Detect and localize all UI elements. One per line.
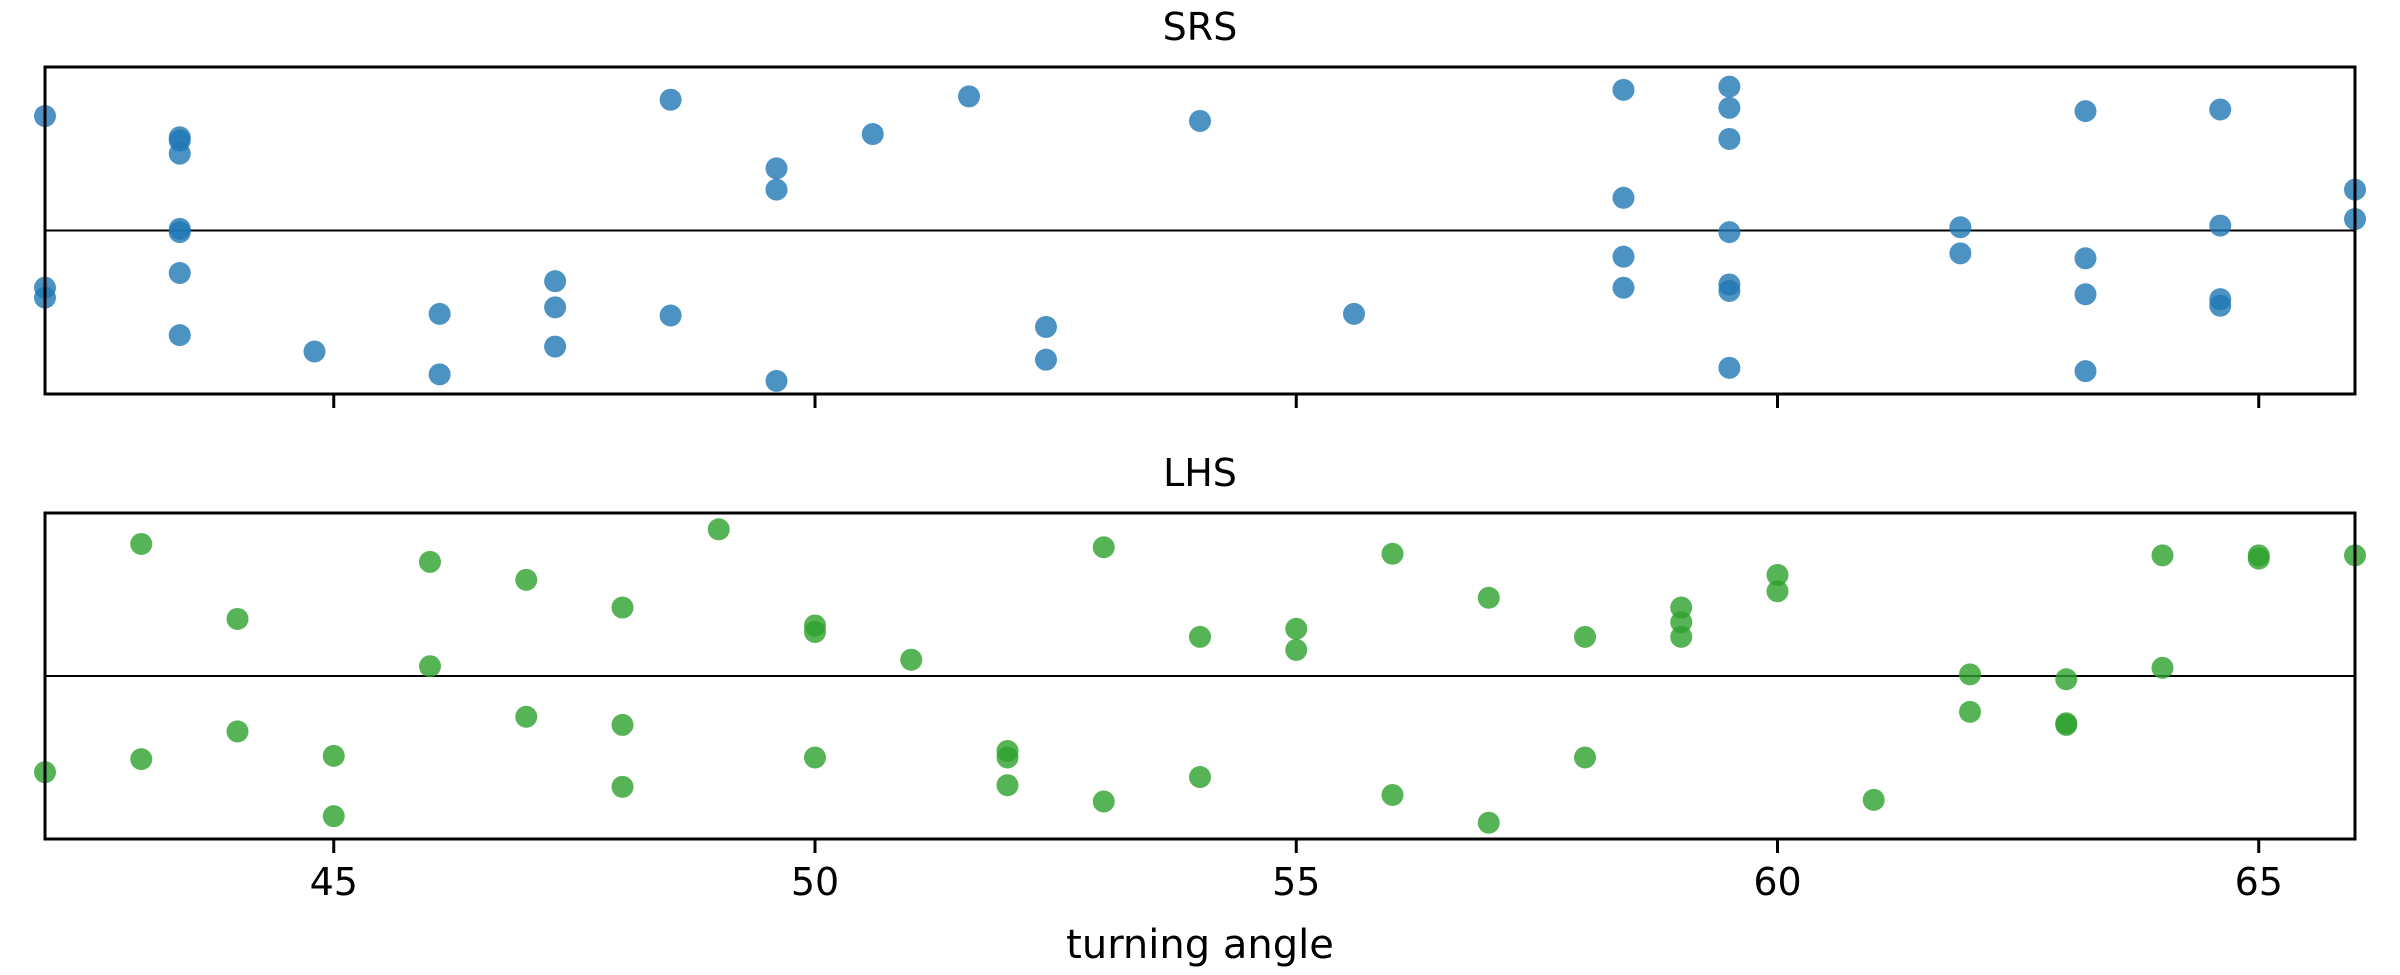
- data-point: [322, 744, 345, 767]
- data-point: [1612, 186, 1635, 209]
- data-point: [1862, 788, 1885, 811]
- data-point: [1343, 302, 1365, 325]
- data-point: [707, 518, 730, 541]
- data-point: [515, 705, 538, 728]
- data-point: [2074, 360, 2097, 383]
- panel-lhs: LHS 45 50 55 60 65 turning angle: [34, 451, 2366, 968]
- data-point: [1718, 221, 1741, 244]
- data-point: [2055, 713, 2078, 736]
- data-point: [2209, 294, 2232, 317]
- plot-frame: [43, 511, 2357, 841]
- data-point: [659, 304, 682, 327]
- data-point: [1766, 580, 1789, 603]
- x-tick-label: 50: [791, 860, 839, 904]
- data-point: [804, 620, 826, 643]
- data-point: [1477, 586, 1500, 609]
- data-point: [2209, 98, 2232, 121]
- data-point: [1718, 279, 1741, 302]
- data-point: [1381, 783, 1404, 806]
- data-point: [2074, 100, 2097, 123]
- data-point: [419, 550, 441, 573]
- data-point: [1959, 663, 1981, 686]
- data-point: [1670, 625, 1693, 648]
- data-point: [168, 324, 191, 347]
- data-point: [130, 532, 153, 555]
- data-point: [900, 648, 923, 671]
- data-point: [1035, 348, 1057, 371]
- data-point: [168, 221, 191, 244]
- data-point: [1949, 216, 1972, 239]
- data-point: [544, 270, 567, 293]
- data-point: [1285, 617, 1308, 640]
- data-point: [428, 302, 451, 325]
- data-point: [996, 746, 1019, 769]
- data-point: [1718, 127, 1741, 150]
- data-point: [1189, 625, 1211, 648]
- data-point: [1959, 700, 1981, 723]
- data-point: [226, 607, 249, 630]
- data-point: [958, 85, 980, 108]
- data-point: [1189, 109, 1211, 132]
- x-tick-label: 45: [310, 860, 358, 904]
- data-point: [1949, 242, 1972, 265]
- data-point: [1718, 96, 1741, 119]
- data-point: [544, 296, 567, 319]
- data-point: [168, 262, 191, 285]
- x-tick-label: 65: [2235, 860, 2283, 904]
- data-point: [1718, 75, 1741, 98]
- data-point: [2151, 544, 2174, 567]
- data-point: [765, 178, 788, 201]
- data-point: [1381, 542, 1404, 565]
- data-point: [2074, 247, 2097, 270]
- x-tick-label: 55: [1272, 860, 1320, 904]
- data-point: [303, 340, 326, 363]
- data-point: [611, 775, 634, 798]
- data-point: [1092, 790, 1115, 813]
- data-point: [544, 335, 567, 358]
- data-point: [2247, 547, 2270, 570]
- data-point: [226, 720, 249, 743]
- data-point: [322, 805, 345, 828]
- data-point: [419, 655, 441, 678]
- data-point: [2151, 656, 2174, 679]
- panel-title: SRS: [1163, 5, 1238, 49]
- panel-title: LHS: [1163, 451, 1237, 495]
- data-point: [2074, 283, 2097, 306]
- data-point: [1092, 536, 1115, 559]
- x-tick-label: 60: [1753, 860, 1801, 904]
- data-point: [168, 142, 191, 165]
- data-point: [2055, 668, 2078, 691]
- data-point: [804, 746, 826, 769]
- data-point: [428, 363, 451, 386]
- data-point: [765, 157, 788, 180]
- data-point: [765, 369, 788, 392]
- data-point: [611, 713, 634, 736]
- data-point: [996, 774, 1019, 797]
- data-point: [1612, 245, 1635, 268]
- data-point: [2209, 214, 2232, 237]
- data-point: [1477, 811, 1500, 834]
- data-point: [1612, 78, 1635, 101]
- data-point: [1766, 563, 1789, 586]
- data-point: [1718, 356, 1741, 379]
- data-point: [1574, 625, 1596, 648]
- data-point: [515, 568, 538, 591]
- data-point: [1612, 276, 1635, 299]
- x-axis-label: turning angle: [1066, 922, 1334, 968]
- data-point: [130, 748, 153, 771]
- data-point: [611, 596, 634, 619]
- plot-frame: [43, 65, 2357, 396]
- data-point: [1285, 638, 1308, 661]
- data-point: [1574, 746, 1596, 769]
- data-point: [861, 123, 884, 146]
- data-point: [659, 88, 682, 111]
- panel-srs: SRS: [34, 5, 2366, 408]
- data-point: [1035, 315, 1057, 338]
- data-point: [1189, 766, 1211, 789]
